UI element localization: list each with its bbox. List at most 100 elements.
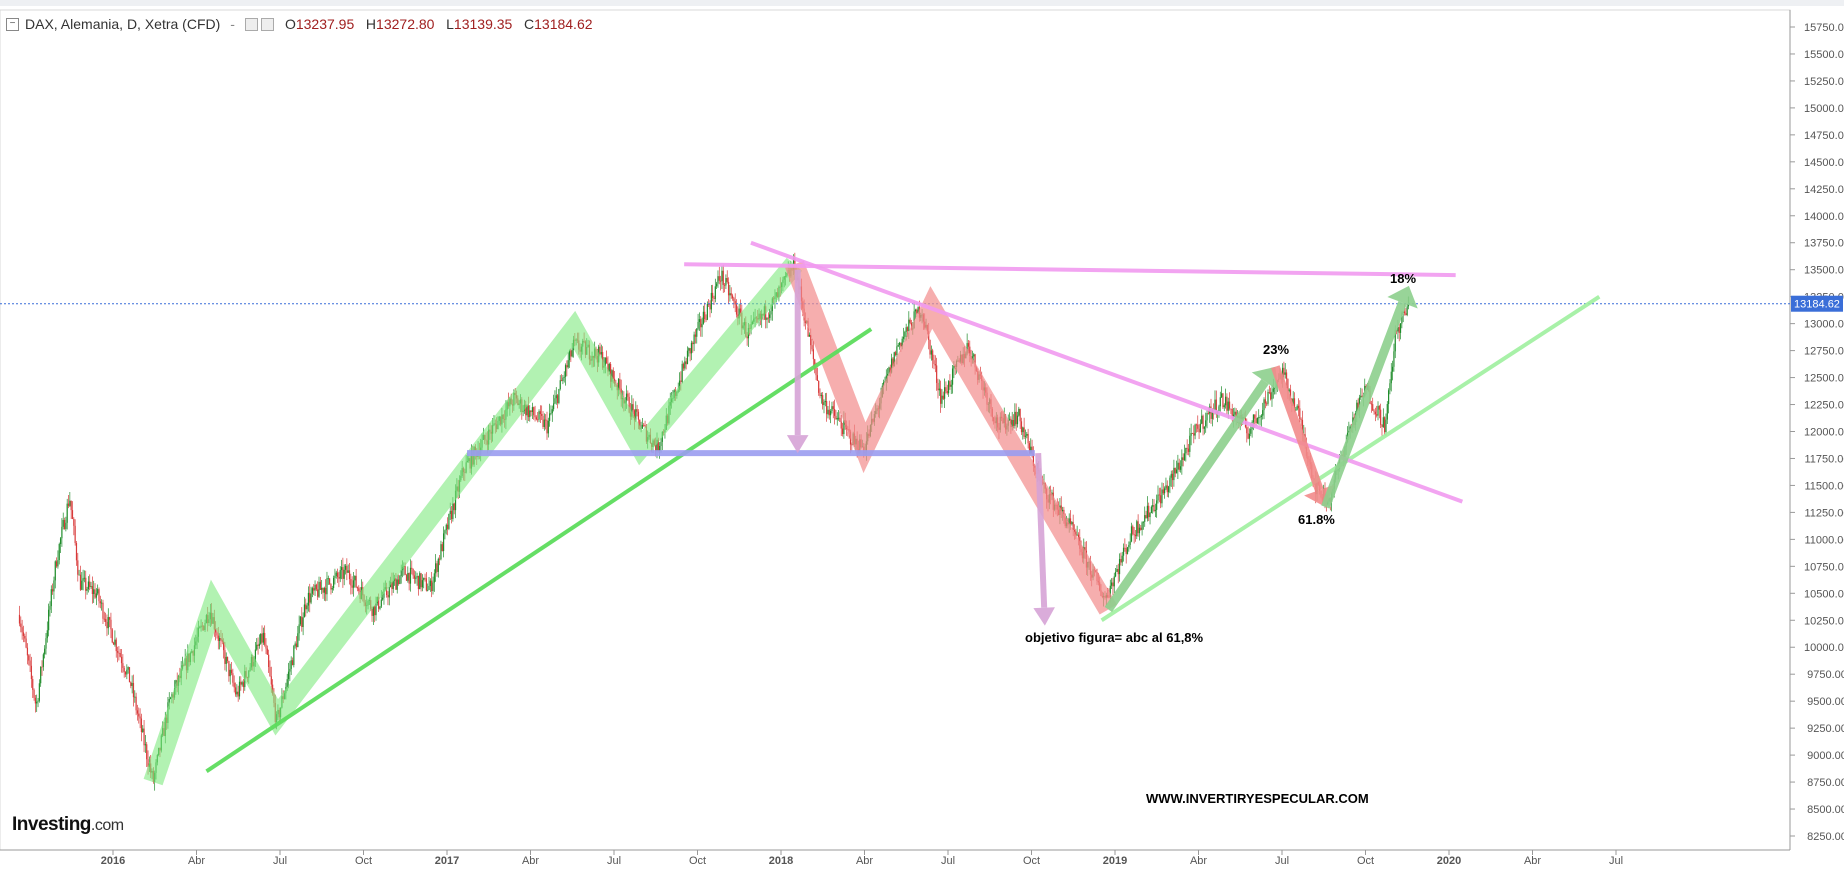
- candle-body: [947, 381, 950, 394]
- candle: [355, 569, 357, 589]
- candle: [1205, 412, 1207, 433]
- candle-body: [1146, 505, 1148, 519]
- candle-body: [387, 595, 389, 598]
- candle: [1137, 514, 1139, 537]
- candle-body: [571, 349, 573, 357]
- candle: [291, 657, 294, 666]
- candle-body: [423, 577, 425, 581]
- candle-body: [78, 574, 80, 576]
- candle: [1071, 521, 1073, 526]
- candle-body: [1285, 372, 1288, 379]
- candle-body: [1137, 521, 1139, 534]
- candle-body: [835, 415, 837, 420]
- candle: [1182, 453, 1184, 467]
- price-axis-bg: [1790, 10, 1844, 869]
- candle: [332, 575, 335, 591]
- candle-body: [400, 570, 402, 576]
- candle: [136, 704, 139, 721]
- candle: [77, 552, 79, 582]
- candle: [297, 625, 299, 648]
- candle-body: [254, 649, 257, 663]
- candle: [840, 415, 842, 437]
- candle-body: [567, 360, 569, 368]
- candle: [260, 633, 262, 645]
- candle-body: [264, 632, 266, 645]
- candle-body: [169, 697, 172, 699]
- candle-body: [690, 342, 693, 354]
- candle-body: [344, 565, 347, 570]
- candle-body: [539, 411, 541, 415]
- candle-body: [941, 395, 943, 404]
- candle-body: [1255, 418, 1257, 424]
- y-tick-label: 13500.00: [1804, 265, 1844, 277]
- candle-body: [1128, 544, 1130, 548]
- candle-body: [307, 592, 310, 606]
- candle-body: [1133, 534, 1135, 535]
- candle-body: [1018, 408, 1020, 416]
- candle-body: [1262, 410, 1264, 416]
- candle-body: [216, 632, 218, 636]
- candle-body: [318, 581, 320, 597]
- candle: [686, 346, 689, 365]
- candle-body: [819, 392, 821, 397]
- candle: [1138, 523, 1141, 541]
- candle-body: [1393, 351, 1395, 367]
- candle-body: [1016, 415, 1019, 425]
- candle-body: [66, 503, 68, 523]
- candle: [696, 328, 698, 344]
- candle-body: [1116, 568, 1118, 572]
- y-tick-label: 11000.00: [1804, 534, 1844, 546]
- candle-body: [42, 654, 44, 667]
- candle-body: [1284, 372, 1286, 375]
- candle-body: [124, 671, 127, 675]
- candle-body: [1068, 518, 1070, 525]
- candle: [233, 675, 235, 693]
- candle-body: [549, 413, 551, 421]
- candle: [1178, 458, 1180, 472]
- candle: [1191, 432, 1194, 434]
- candle-body: [286, 679, 288, 687]
- candle-body: [411, 567, 413, 570]
- candle-body: [107, 617, 109, 629]
- hide-icon[interactable]: [260, 17, 274, 31]
- candle-body: [953, 365, 955, 369]
- candle-body: [67, 503, 70, 506]
- candle-body: [1401, 313, 1403, 324]
- candle: [1162, 483, 1164, 495]
- candle: [346, 558, 348, 581]
- candle: [1373, 408, 1375, 415]
- y-tick-label: 9500.00: [1807, 696, 1844, 708]
- candle-body: [946, 391, 948, 394]
- low-value: 13139.35: [453, 16, 513, 32]
- candle-body: [392, 580, 394, 590]
- candle: [67, 495, 70, 509]
- candle-body: [168, 698, 170, 703]
- candle-body: [146, 744, 148, 760]
- candle: [79, 565, 82, 592]
- candle-body: [804, 320, 807, 323]
- settings-icon[interactable]: [244, 17, 258, 31]
- candle-body: [127, 667, 129, 670]
- collapse-icon[interactable]: −: [6, 17, 19, 31]
- candle-body: [62, 520, 64, 527]
- candle: [1179, 460, 1182, 473]
- candle: [358, 585, 360, 595]
- candle-body: [930, 350, 932, 355]
- candle-body: [1299, 408, 1301, 420]
- candle-body: [558, 389, 560, 403]
- candle-body: [897, 345, 899, 347]
- candle: [420, 572, 422, 592]
- candle-body: [352, 580, 355, 588]
- candle: [1195, 423, 1198, 433]
- candle: [306, 602, 308, 614]
- candle-body: [1148, 505, 1150, 518]
- candle: [127, 666, 129, 674]
- candle-body: [1384, 417, 1386, 433]
- candle-body: [46, 630, 48, 639]
- candle: [529, 405, 531, 422]
- candle-body: [70, 500, 72, 511]
- candle-body: [533, 407, 535, 416]
- candle: [1219, 391, 1221, 412]
